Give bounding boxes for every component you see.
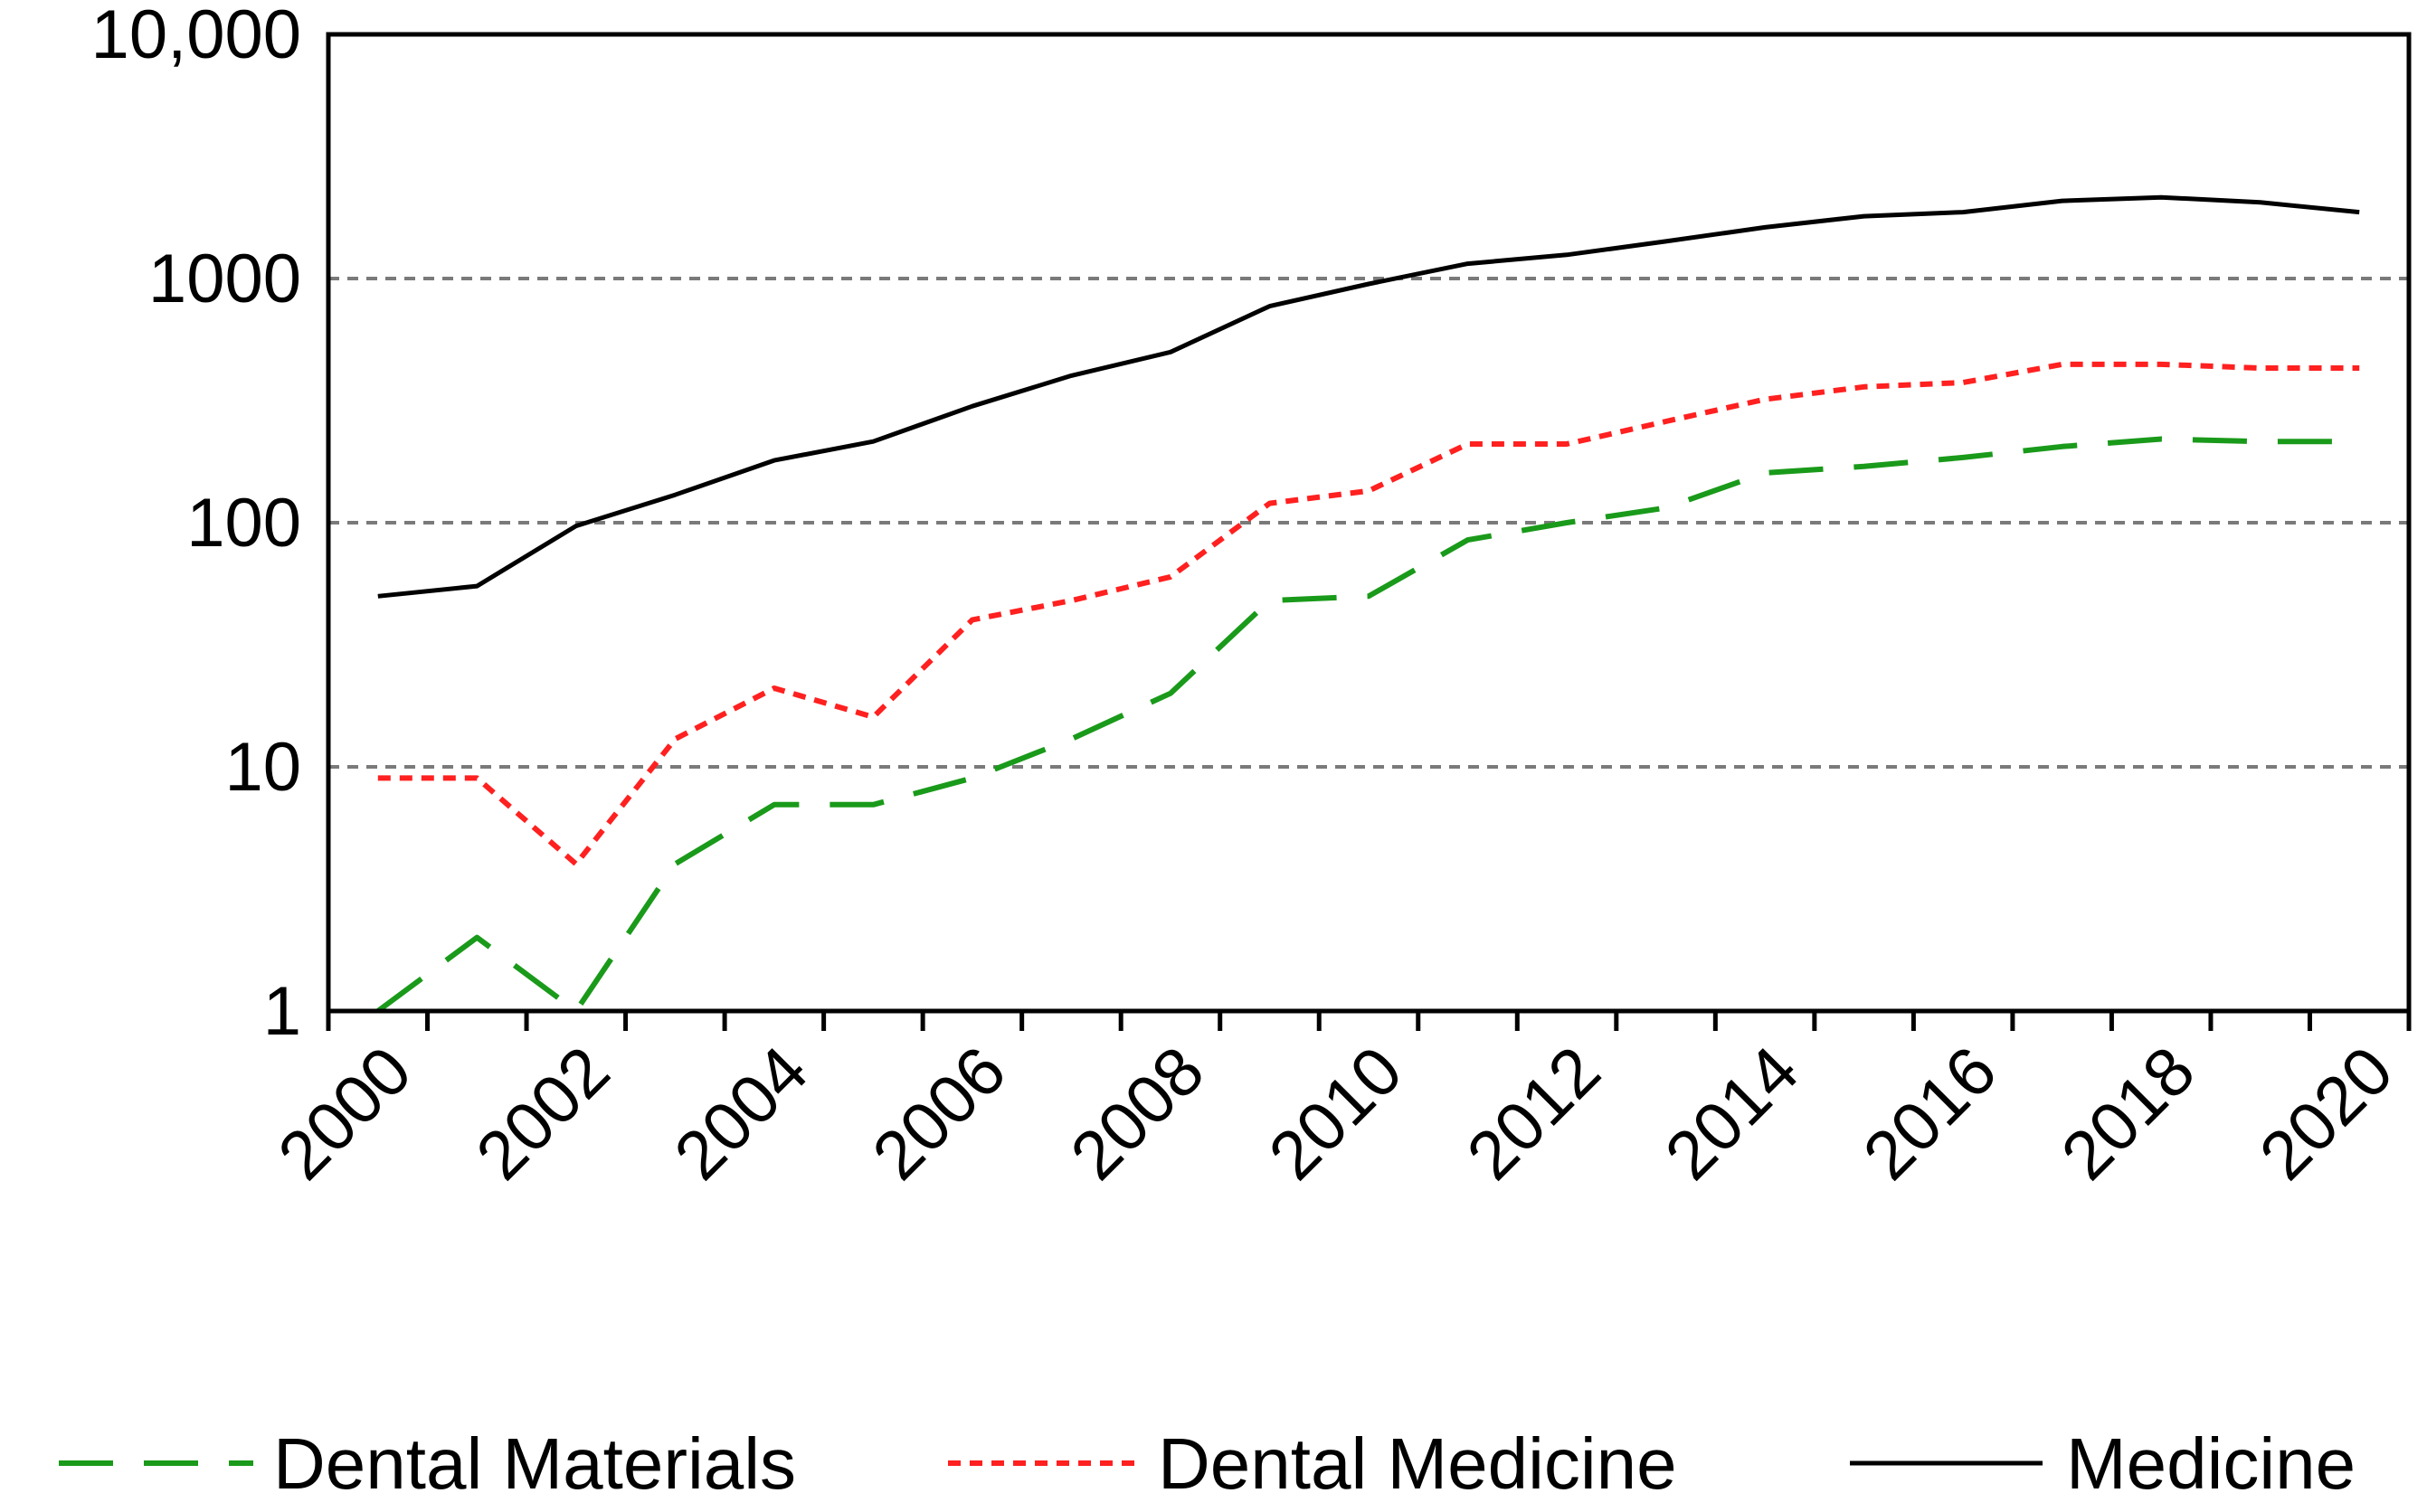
y-tick-label: 1000 — [148, 241, 301, 317]
x-tick-label: 2010 — [1255, 1032, 1417, 1195]
x-tick-label: 2006 — [858, 1032, 1021, 1195]
y-tick-label: 10 — [224, 729, 301, 806]
legend: Dental Materials Dental Medicine Medicine — [59, 1423, 2356, 1504]
x-tick-label: 2018 — [2047, 1032, 2210, 1195]
y-tick-label: 1 — [263, 973, 301, 1050]
y-tick-label: 100 — [186, 485, 301, 562]
x-tick-label: 2012 — [1453, 1032, 1616, 1195]
x-tick-label: 2000 — [264, 1032, 427, 1195]
series-line-dental-materials — [376, 436, 2360, 1014]
series-line-medicine — [377, 194, 2360, 599]
plot-area-frame — [326, 32, 2412, 1014]
series-line-dental-medicine — [377, 361, 2360, 867]
x-tick-label: 2020 — [2245, 1032, 2408, 1195]
series-lines — [376, 194, 2360, 1014]
legend-label: Medicine — [2066, 1423, 2356, 1504]
x-tick-label: 2002 — [462, 1032, 625, 1195]
x-tick-label: 2014 — [1651, 1032, 1814, 1195]
axes: 1 10 100 1000 10,000 2000 2002 2004 2006 2008 2010… — [91, 0, 2412, 1195]
legend-label: Dental Materials — [273, 1423, 796, 1504]
y-tick-label: 10,000 — [91, 0, 301, 73]
legend-label: Dental Medicine — [1158, 1423, 1677, 1504]
grid-lines — [328, 277, 2409, 769]
x-tick-label: 2004 — [660, 1032, 823, 1195]
x-tick-label: 2016 — [1849, 1032, 2012, 1195]
x-tick-label: 2008 — [1057, 1032, 1219, 1195]
